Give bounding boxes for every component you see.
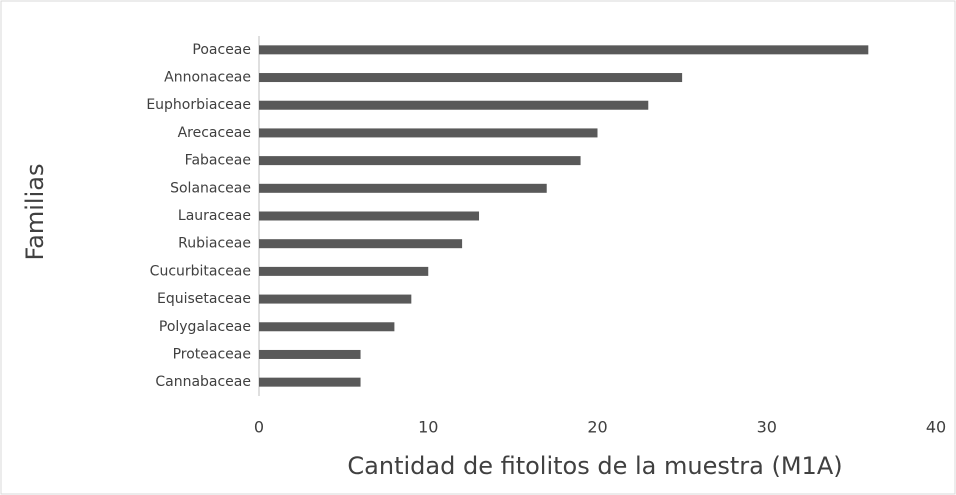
bar	[259, 73, 683, 83]
bar	[259, 377, 361, 387]
y-tick-label: Proteaceae	[173, 346, 251, 362]
bar	[259, 156, 581, 166]
bar	[259, 45, 869, 55]
bar	[259, 239, 463, 249]
y-tick-label: Annonaceae	[164, 70, 251, 86]
x-tick-label: 30	[757, 418, 777, 437]
bar	[259, 349, 361, 359]
y-tick-label: Polygalaceae	[159, 319, 251, 335]
x-tick-label: 40	[926, 418, 946, 437]
y-tick-label: Fabaceae	[185, 153, 251, 169]
y-tick-label: Poaceae	[192, 42, 251, 58]
bar	[259, 128, 598, 138]
y-tick-label: Rubiaceae	[178, 236, 251, 252]
x-tick-label: 10	[418, 418, 438, 437]
bar	[259, 100, 649, 110]
y-tick-label: Lauraceae	[178, 208, 251, 224]
bar	[259, 322, 395, 332]
x-axis-title: Cantidad de fitolitos de la muestra (M1A…	[347, 452, 842, 480]
bar	[259, 294, 412, 304]
bar	[259, 183, 547, 193]
y-tick-label: Equisetaceae	[157, 291, 251, 307]
y-tick-label: Cucurbitaceae	[150, 263, 251, 279]
y-axis-title: Familias	[21, 164, 49, 261]
bar	[259, 266, 429, 276]
x-tick-label: 20	[587, 418, 607, 437]
x-tick-label: 0	[254, 418, 264, 437]
bar	[259, 211, 480, 221]
y-tick-label: Cannabaceae	[155, 374, 251, 390]
y-tick-label: Solanaceae	[170, 180, 251, 196]
y-tick-label: Euphorbiaceae	[146, 97, 251, 113]
y-tick-label: Arecaceae	[178, 125, 251, 141]
